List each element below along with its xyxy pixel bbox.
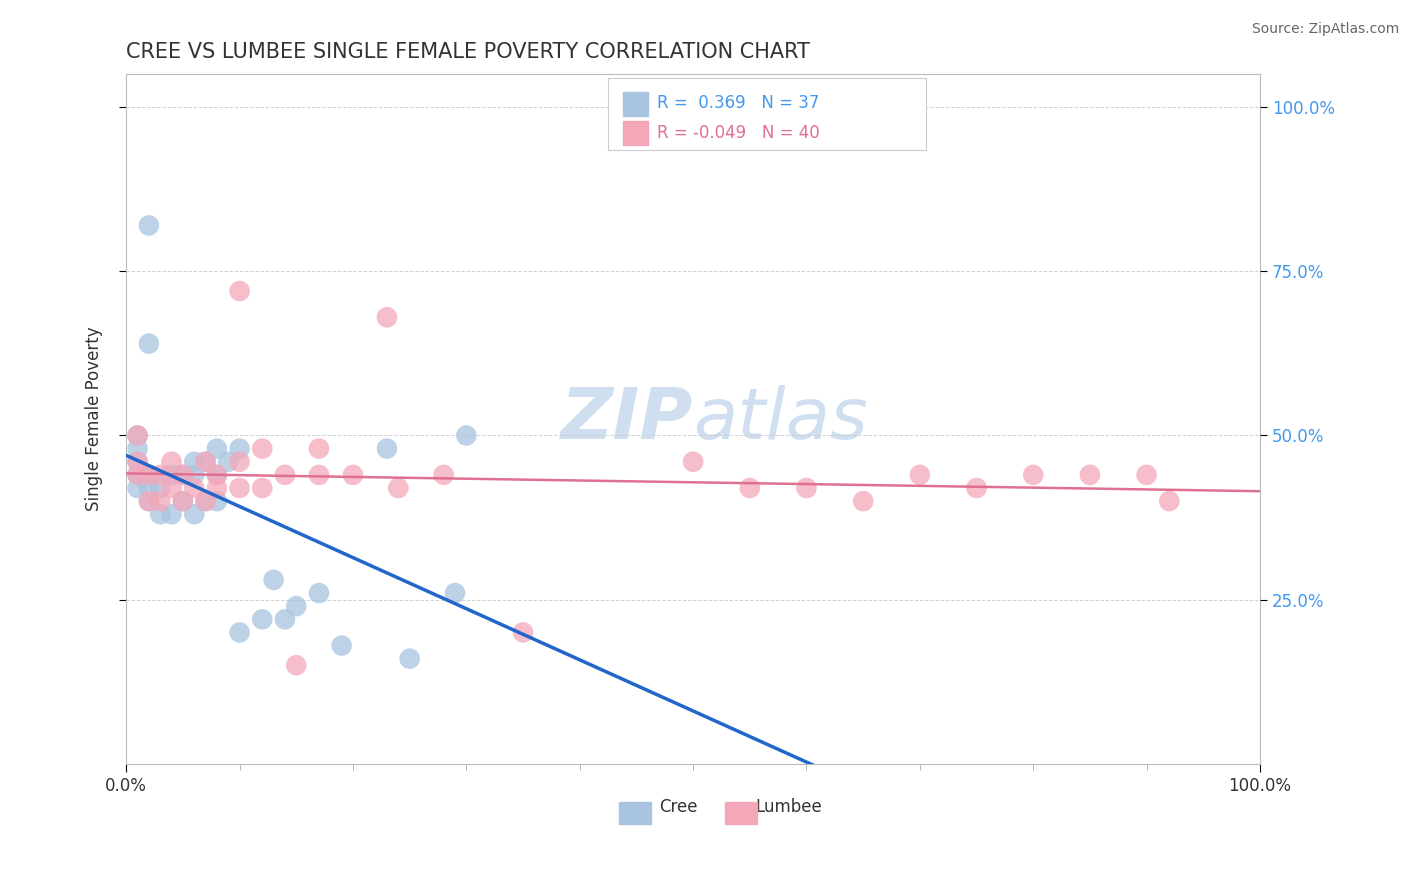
Point bbox=[160, 455, 183, 469]
Point bbox=[160, 481, 183, 495]
Point bbox=[274, 467, 297, 482]
Point bbox=[796, 481, 818, 495]
Point bbox=[183, 455, 205, 469]
Point bbox=[308, 586, 330, 600]
Bar bbox=[623, 121, 648, 145]
Text: Cree: Cree bbox=[659, 798, 697, 816]
Point bbox=[183, 508, 205, 522]
Point bbox=[908, 467, 931, 482]
Point bbox=[138, 467, 160, 482]
Point bbox=[375, 442, 398, 456]
Point bbox=[387, 481, 409, 495]
Point bbox=[205, 467, 228, 482]
Text: Lumbee: Lumbee bbox=[755, 798, 823, 816]
Point bbox=[285, 658, 308, 673]
Point bbox=[1135, 467, 1157, 482]
Point bbox=[252, 442, 274, 456]
Point bbox=[172, 494, 194, 508]
Point bbox=[160, 467, 183, 482]
Point bbox=[149, 481, 172, 495]
Point bbox=[205, 494, 228, 508]
Bar bbox=[725, 802, 756, 823]
Point bbox=[285, 599, 308, 614]
Point bbox=[127, 481, 149, 495]
Point bbox=[172, 467, 194, 482]
Point bbox=[274, 612, 297, 626]
Point bbox=[127, 455, 149, 469]
Point bbox=[138, 481, 160, 495]
Point bbox=[738, 481, 761, 495]
Point bbox=[127, 467, 149, 482]
Point bbox=[194, 494, 217, 508]
Point bbox=[444, 586, 467, 600]
Text: R =  0.369   N = 37: R = 0.369 N = 37 bbox=[657, 95, 820, 112]
Point bbox=[183, 467, 205, 482]
Point bbox=[127, 455, 149, 469]
Point bbox=[852, 494, 875, 508]
Text: Source: ZipAtlas.com: Source: ZipAtlas.com bbox=[1251, 22, 1399, 37]
FancyBboxPatch shape bbox=[607, 78, 925, 150]
Point bbox=[1159, 494, 1181, 508]
Point bbox=[398, 651, 420, 665]
Point bbox=[138, 219, 160, 233]
Point bbox=[138, 336, 160, 351]
Point bbox=[1078, 467, 1101, 482]
Point bbox=[127, 442, 149, 456]
Point bbox=[308, 467, 330, 482]
Point bbox=[342, 467, 364, 482]
Point bbox=[205, 442, 228, 456]
Point bbox=[330, 639, 353, 653]
Bar bbox=[623, 92, 648, 116]
Point bbox=[138, 494, 160, 508]
Point bbox=[217, 455, 239, 469]
Point bbox=[172, 467, 194, 482]
Text: atlas: atlas bbox=[693, 384, 868, 453]
Point bbox=[966, 481, 988, 495]
Point bbox=[194, 455, 217, 469]
Text: ZIP: ZIP bbox=[561, 384, 693, 453]
Point bbox=[138, 467, 160, 482]
Text: R = -0.049   N = 40: R = -0.049 N = 40 bbox=[657, 124, 820, 142]
Point bbox=[433, 467, 456, 482]
Point bbox=[138, 494, 160, 508]
Point bbox=[205, 481, 228, 495]
Point bbox=[127, 428, 149, 442]
Point bbox=[512, 625, 534, 640]
Point bbox=[1022, 467, 1045, 482]
Point bbox=[228, 284, 250, 298]
Point bbox=[375, 310, 398, 325]
Point bbox=[149, 508, 172, 522]
Point bbox=[228, 625, 250, 640]
Point bbox=[456, 428, 478, 442]
Point bbox=[172, 494, 194, 508]
Point bbox=[160, 508, 183, 522]
Text: CREE VS LUMBEE SINGLE FEMALE POVERTY CORRELATION CHART: CREE VS LUMBEE SINGLE FEMALE POVERTY COR… bbox=[127, 42, 810, 62]
Point bbox=[228, 455, 250, 469]
Point bbox=[149, 494, 172, 508]
Point bbox=[194, 494, 217, 508]
Y-axis label: Single Female Poverty: Single Female Poverty bbox=[86, 326, 103, 511]
Point bbox=[682, 455, 704, 469]
Point bbox=[194, 455, 217, 469]
Point bbox=[127, 428, 149, 442]
Point bbox=[252, 612, 274, 626]
Point bbox=[308, 442, 330, 456]
Bar bbox=[620, 802, 651, 823]
Point bbox=[228, 442, 250, 456]
Point bbox=[252, 481, 274, 495]
Point bbox=[205, 467, 228, 482]
Point bbox=[127, 467, 149, 482]
Point bbox=[228, 481, 250, 495]
Point bbox=[183, 481, 205, 495]
Point bbox=[149, 467, 172, 482]
Point bbox=[263, 573, 285, 587]
